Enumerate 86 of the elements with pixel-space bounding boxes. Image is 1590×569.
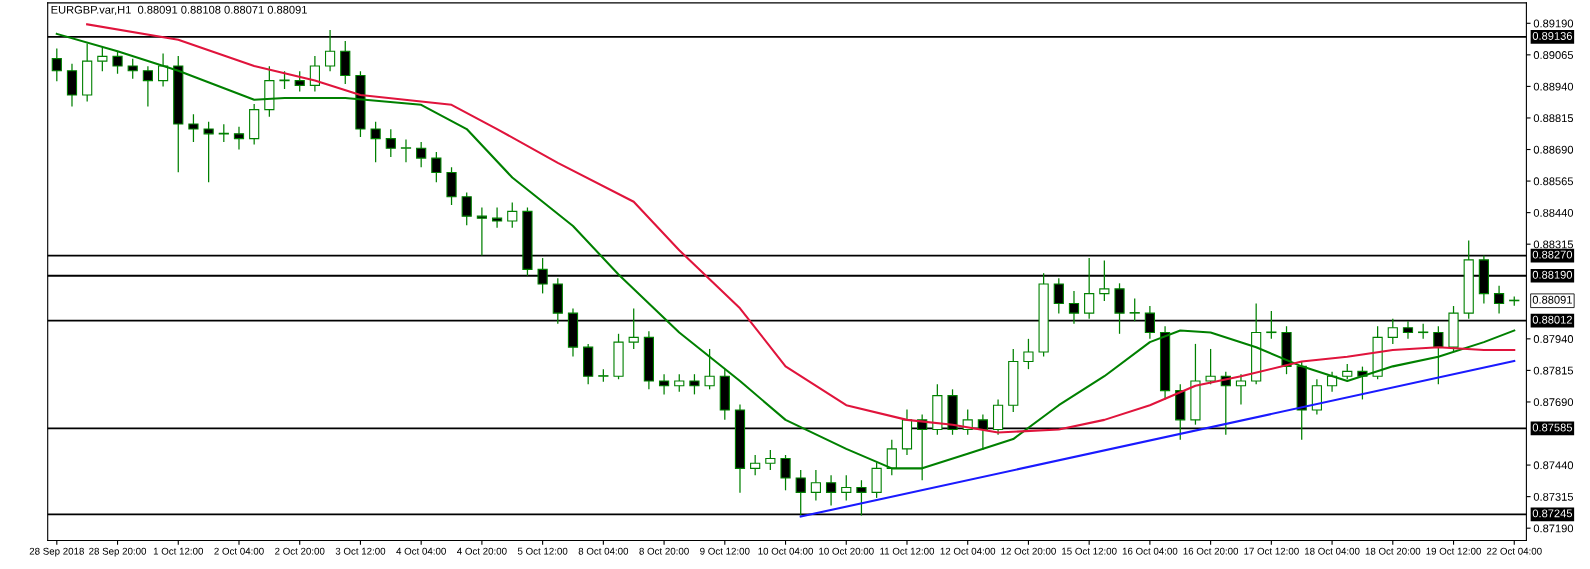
candlestick [1205, 348, 1216, 385]
y-tick-label: 0.87940 [1533, 335, 1574, 343]
candlestick [491, 206, 503, 229]
candlestick [1235, 373, 1247, 406]
candlestick [385, 128, 396, 158]
y-tick-label: 0.89190 [1533, 19, 1574, 28]
x-tick-label: 15 Oct 12:00 [1062, 547, 1117, 555]
candlestick [750, 454, 761, 476]
x-tick-label: 28 Sep 2018 [29, 547, 84, 557]
candlestick [294, 70, 305, 93]
candlestick [1493, 285, 1505, 315]
candlestick [1433, 325, 1444, 385]
x-tick-label: 16 Oct 20:00 [1183, 547, 1239, 555]
ref-line-label: 0.87585 [1532, 423, 1573, 432]
candlestick [157, 52, 169, 88]
candlestick [1129, 297, 1140, 322]
candlestick [97, 45, 108, 72]
chart-title: EURGBP.var,H1 0.88091 0.88108 0.88071 0.88091 [51, 5, 307, 16]
ref-line-label: 0.89136 [1532, 32, 1572, 40]
y-tick-label: 0.87190 [1533, 524, 1574, 533]
x-tick-label: 5 Oct 12:00 [517, 547, 568, 555]
x-tick-label: 10 Oct 20:00 [819, 547, 874, 555]
candlestick [142, 65, 154, 108]
candlestick [461, 191, 472, 226]
y-tick-label: 0.87815 [1533, 366, 1574, 375]
candlestick [370, 121, 381, 163]
y-tick-label: 0.88315 [1533, 240, 1574, 249]
y-tick-label: 0.88815 [1533, 114, 1574, 123]
ref-line-label: 0.88012 [1532, 315, 1572, 324]
x-tick-label: 4 Oct 04:00 [396, 547, 446, 555]
x-tick-label: 4 Oct 20:00 [456, 547, 507, 555]
ref-line-label: 0.88190 [1532, 270, 1573, 279]
x-tick-label: 11 Oct 12:00 [880, 547, 935, 555]
x-tick-label: 1 Oct 12:00 [153, 547, 204, 555]
y-tick-label: 0.88690 [1533, 145, 1574, 154]
candlestick [324, 29, 336, 72]
x-tick-label: 3 Oct 12:00 [335, 547, 386, 555]
x-tick-label: 22 Oct 04:00 [1486, 547, 1542, 555]
candlestick [628, 307, 639, 350]
candlestick [810, 469, 822, 502]
x-tick-label: 18 Oct 04:00 [1304, 547, 1360, 555]
candlestick [841, 474, 852, 502]
candlestick [780, 454, 791, 491]
candlestick [112, 50, 123, 75]
x-tick-label: 10 Oct 04:00 [758, 547, 813, 555]
y-tick-label: 0.88940 [1533, 82, 1574, 91]
candlestick [188, 113, 199, 143]
candlestick [825, 474, 837, 507]
candlestick [1266, 310, 1277, 340]
text: 0.88091 [1532, 295, 1572, 304]
y-tick-label: 0.87315 [1533, 492, 1574, 501]
candlestick [1387, 318, 1398, 345]
candlestick [689, 373, 700, 396]
x-tick-label: 2 Oct 04:00 [214, 547, 264, 555]
ref-line-label: 0.88270 [1532, 250, 1573, 259]
candlestick [507, 201, 518, 229]
candlestick [704, 348, 715, 390]
ref-line-label: 0.87245 [1532, 509, 1573, 518]
y-tick-label: 0.87690 [1533, 398, 1574, 407]
x-tick-label: 17 Oct 12:00 [1244, 547, 1299, 555]
y-tick-label: 0.88440 [1533, 208, 1574, 217]
y-tick-label: 0.88565 [1533, 177, 1574, 186]
candlestick [203, 121, 214, 183]
x-tick-label: 16 Oct 04:00 [1122, 547, 1178, 555]
x-tick-label: 19 Oct 12:00 [1426, 547, 1481, 555]
x-tick-label: 18 Oct 20:00 [1365, 547, 1421, 555]
candlestick [400, 138, 412, 163]
x-tick-label: 9 Oct 12:00 [700, 547, 750, 555]
x-tick-label: 8 Oct 04:00 [578, 547, 629, 555]
candlestick [416, 141, 427, 168]
x-tick-label: 12 Oct 04:00 [940, 547, 996, 555]
candlestick [1099, 259, 1110, 302]
candlestick [658, 373, 670, 396]
candlestick [1023, 338, 1034, 370]
y-tick-label: 0.89065 [1533, 51, 1574, 59]
candlestick [51, 47, 62, 82]
candlestick [431, 151, 442, 183]
x-tick-label: 12 Oct 20:00 [1001, 547, 1056, 555]
x-tick-label: 28 Sep 20:00 [89, 547, 147, 557]
x-tick-label: 2 Oct 20:00 [275, 547, 325, 555]
candlestick [765, 449, 776, 471]
candlestick [127, 58, 138, 80]
candlestick [1084, 257, 1095, 320]
y-tick-label: 0.87440 [1533, 461, 1574, 470]
x-tick-label: 8 Oct 20:00 [639, 547, 689, 555]
candlestick [233, 126, 245, 151]
